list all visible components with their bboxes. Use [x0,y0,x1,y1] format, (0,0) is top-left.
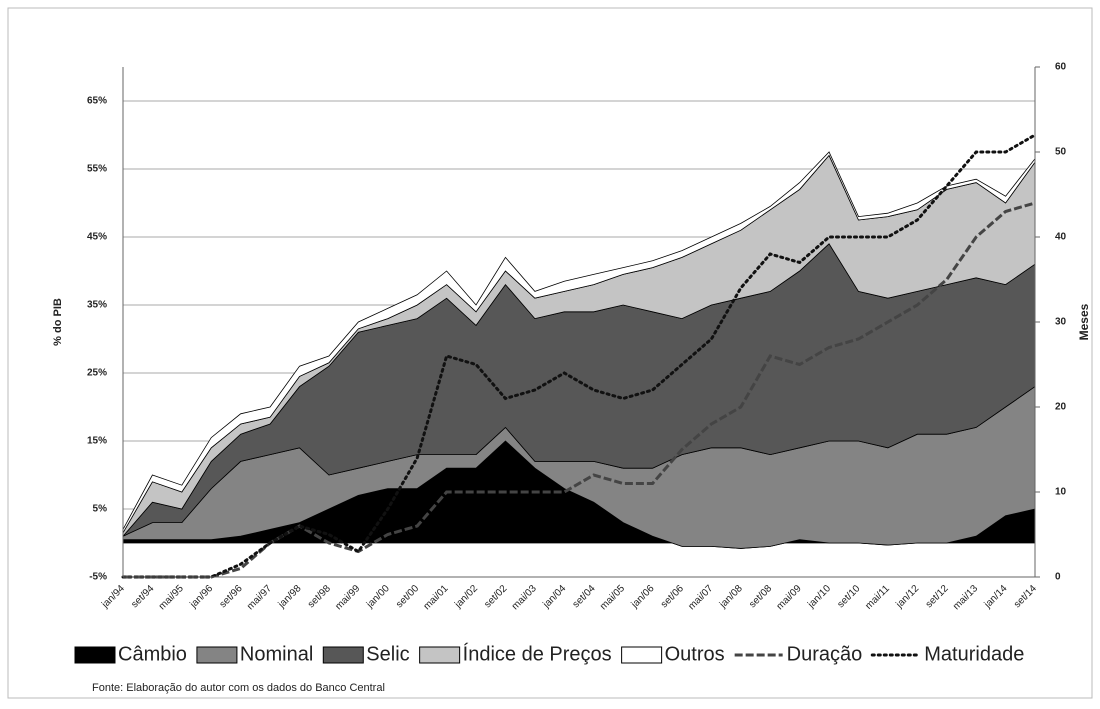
y-tick-label: 25% [87,368,107,379]
legend-label: Câmbio [118,643,187,665]
legend-label: Índice de Preços [463,642,612,665]
y2-tick-label: 50 [1055,147,1067,158]
y2-tick-label: 0 [1055,572,1061,583]
legend-swatch [322,646,364,664]
y-tick-label: 55% [87,164,107,175]
y2-tick-label: 40 [1055,232,1067,243]
y-tick-label: 65% [87,96,107,107]
y-tick-label: 5% [93,504,108,515]
legend-label: Maturidade [924,643,1024,665]
y2-tick-label: 20 [1055,402,1067,413]
legend-swatch [74,646,116,664]
y2-tick-label: 30 [1055,317,1067,328]
y-tick-label: 35% [87,300,107,311]
y2-tick-label: 60 [1055,62,1067,73]
y-tick-label: -5% [89,572,107,583]
legend-swatch [621,646,663,664]
y-tick-label: 45% [87,232,107,243]
y2-axis-title: Meses [1077,303,1091,340]
line [123,201,1036,579]
y-tick-label: 15% [87,436,107,447]
legend-label: Duração [787,643,863,665]
legend-label: Selic [366,643,409,665]
legend-swatch [419,646,461,664]
line [121,133,1037,579]
y-axis-title: % do PIB [52,298,64,346]
legend-swatch [196,646,238,664]
source-note: Fonte: Elaboração do autor com os dados … [92,682,385,694]
y2-tick-label: 10 [1055,487,1067,498]
legend-label: Nominal [240,643,313,665]
legend-label: Outros [665,643,725,665]
